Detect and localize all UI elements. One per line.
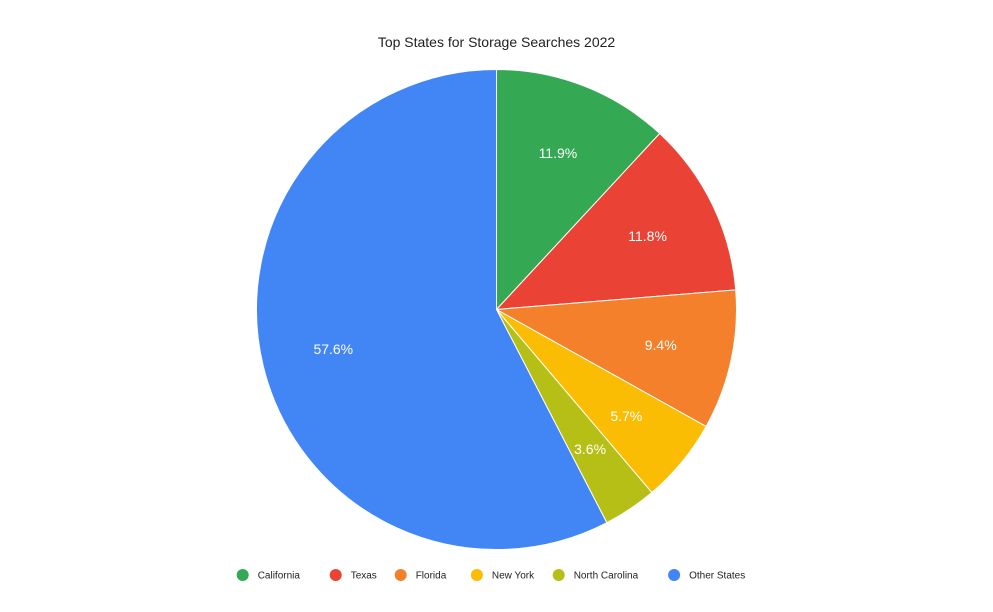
- slice-label-other-states: 57.6%: [313, 341, 353, 357]
- legend: California Texas Florida New York North Caro…: [236, 569, 745, 582]
- slice-label-north-carolina: 3.6%: [574, 441, 606, 457]
- legend-label-new-york: New York: [492, 571, 535, 582]
- slice-label-texas: 11.8%: [628, 228, 667, 244]
- slice-label-california: 11.9%: [539, 145, 578, 161]
- legend-item-florida[interactable]: Florida: [394, 569, 447, 582]
- legend-marker-new-york: [470, 569, 483, 581]
- legend-item-texas[interactable]: Texas: [329, 569, 377, 582]
- legend-label-other-states: Other States: [689, 571, 745, 582]
- legend-marker-north-carolina: [552, 569, 565, 581]
- chart-title: Top States for Storage Searches 2022: [378, 34, 616, 50]
- slice-labels: 11.9% 11.8% 9.4% 5.7% 3.6% 57.6%: [313, 145, 676, 457]
- legend-label-north-carolina: North Carolina: [574, 571, 639, 582]
- legend-label-texas: Texas: [351, 571, 377, 582]
- slice-label-new-york: 5.7%: [610, 408, 642, 424]
- legend-label-florida: Florida: [416, 571, 447, 582]
- legend-marker-other-states: [668, 569, 681, 581]
- pie-slices: [256, 68, 737, 550]
- pie-slice-florida[interactable]: [494, 289, 737, 428]
- legend-marker-california: [236, 569, 249, 581]
- legend-label-california: California: [258, 571, 301, 582]
- slice-label-florida: 9.4%: [645, 337, 677, 353]
- legend-marker-texas: [329, 569, 342, 581]
- pie-slice-texas[interactable]: [495, 132, 737, 311]
- legend-marker-florida: [394, 569, 407, 581]
- legend-item-california[interactable]: California: [236, 569, 301, 582]
- pie-slice-other-states[interactable]: [256, 68, 608, 550]
- pie-slice-california[interactable]: [496, 68, 661, 311]
- legend-item-north-carolina[interactable]: North Carolina: [552, 569, 639, 582]
- legend-item-new-york[interactable]: New York: [470, 569, 535, 582]
- legend-item-other-states[interactable]: Other States: [668, 569, 745, 582]
